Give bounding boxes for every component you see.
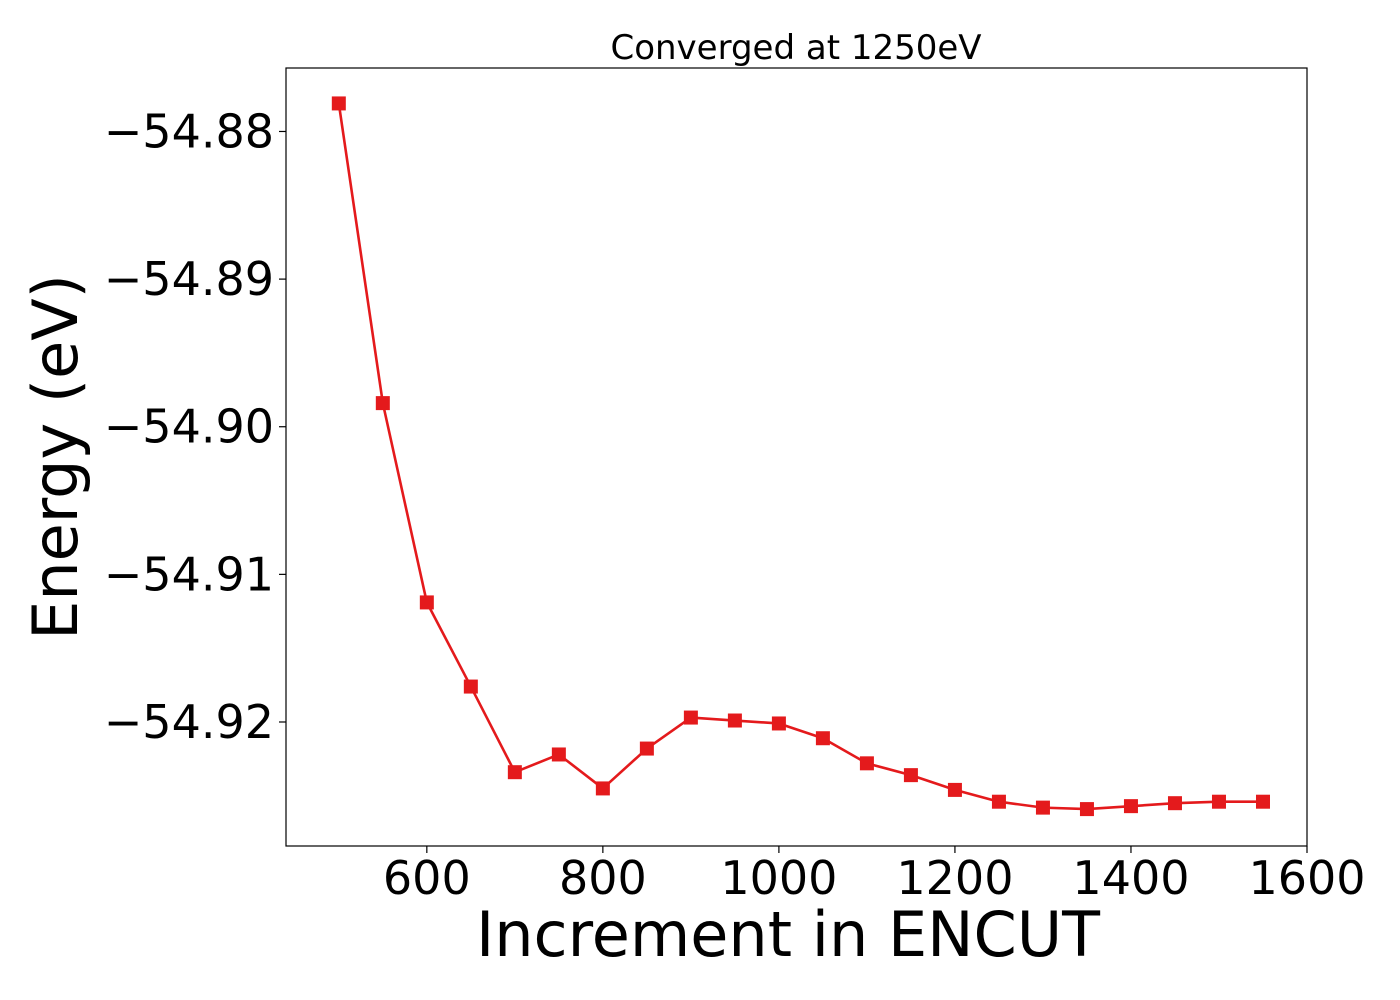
x-tick-label: 800 (559, 851, 647, 905)
y-tick-label: −54.91 (104, 547, 274, 601)
data-point (463, 679, 478, 694)
data-point (683, 710, 698, 725)
data-point (815, 731, 830, 746)
data-point (1035, 800, 1050, 815)
y-tick-label: −54.92 (104, 695, 274, 749)
data-point (991, 794, 1006, 809)
data-point (639, 741, 654, 756)
y-axis-label: Energy (eV) (19, 274, 92, 640)
x-tick-label: 1200 (896, 851, 1013, 905)
y-tick-label: −54.88 (104, 104, 274, 158)
data-point (1211, 794, 1226, 809)
data-point (551, 747, 566, 762)
data-point (727, 713, 742, 728)
series-layer (331, 96, 1270, 817)
data-point (1123, 799, 1138, 814)
x-tick-label: 1000 (720, 851, 837, 905)
x-tick-label: 600 (383, 851, 471, 905)
data-point (1255, 794, 1270, 809)
data-point (375, 396, 390, 411)
data-point (595, 781, 610, 796)
plot-frame (285, 67, 1308, 847)
data-point (903, 768, 918, 783)
x-axis-label: Increment in ENCUT (476, 898, 1101, 971)
axis-ticks: 600 800 1000 1200 1400 1600 −54.88 −54.89 −54.90… (104, 104, 1366, 905)
series-line (337, 103, 1263, 811)
x-tick-label: 1600 (1248, 851, 1365, 905)
data-point (1167, 796, 1182, 811)
data-point (1079, 802, 1094, 817)
data-point (419, 595, 434, 610)
data-point (859, 756, 874, 771)
data-point (507, 765, 522, 780)
chart-title: Converged at 1250eV (610, 28, 981, 68)
y-tick-label: −54.89 (104, 252, 274, 306)
data-point (947, 782, 962, 797)
y-tick-label: −54.90 (104, 400, 274, 454)
data-point (331, 96, 346, 111)
x-tick-label: 1400 (1072, 851, 1189, 905)
data-point (771, 716, 786, 731)
